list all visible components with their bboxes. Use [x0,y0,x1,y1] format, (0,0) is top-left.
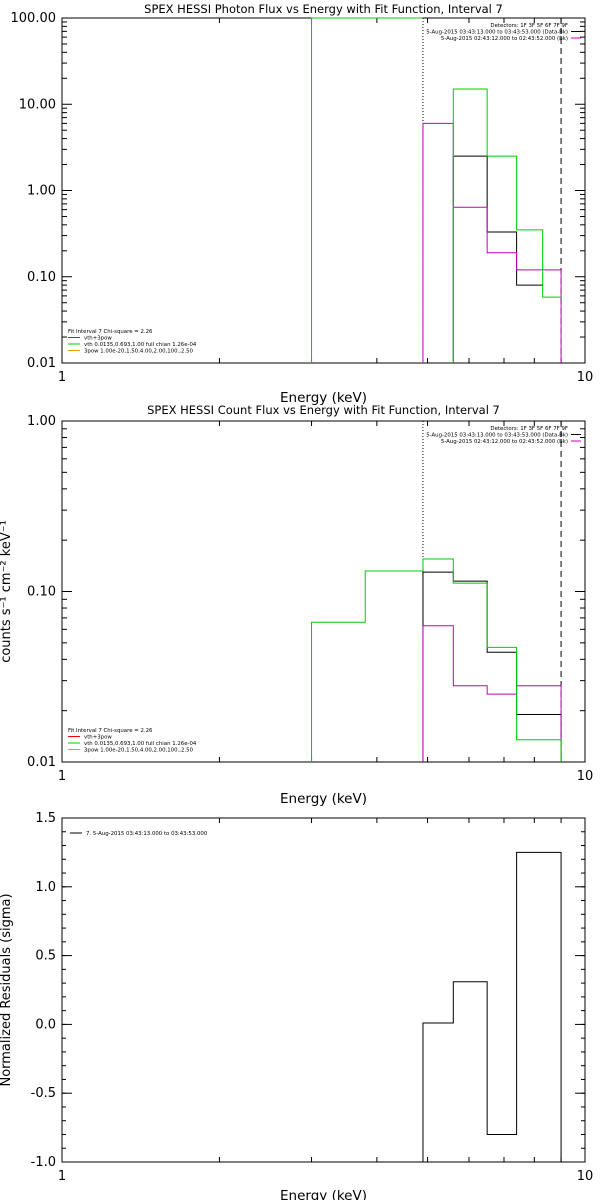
y-tick-label: 1.00 [27,414,56,429]
legend-text: vth+3pow [84,336,112,342]
legend-text: Detectors: 1F 3F 5F 6F 7F 9F [490,23,568,29]
y-axis-label: counts s⁻¹ cm⁻² keV⁻¹ [0,520,14,663]
x-tick-label: 10 [577,1169,594,1184]
chart-panel-1: SPEX HESSI Photon Flux vs Energy with Fi… [11,2,594,406]
legend-text: Fit Interval 7 Chi-square = 2.26 [68,728,153,734]
y-tick-label: 0.0 [35,1017,56,1032]
legend-text: vth 0.0135,0.693,1.00 full chian 1.26e-0… [84,342,197,348]
series-vth [311,558,562,762]
chart-panel-3: 1 10 -1.0 -0.5 0.0 0.5 1.0 1.5 Energy (keV) Norma… [0,811,593,1200]
x-tick-label: 1 [58,769,66,784]
y-tick-label: 1.0 [35,880,56,895]
y-tick-label: -0.5 [31,1086,56,1101]
x-axis-label: Energy (keV) [280,390,367,406]
x-axis-label: Energy (keV) [280,1188,367,1200]
legend-text: Detectors: 1F 3F 5F 6F 7F 9F [490,426,568,432]
x-tick-label: 1 [58,1169,66,1184]
x-tick-label: 1 [58,370,66,385]
plot-frame [61,817,586,1163]
chart-panel-2: SPEX HESSI Count Flux vs Energy with Fit… [0,403,593,807]
x-tick-label: 10 [577,370,594,385]
legend-text: 7. 5-Aug-2015 03:43:13.000 to 03:43:53.0… [86,831,208,837]
series-data-bk [422,571,562,762]
series-bk [422,625,562,762]
plot-frame [61,17,586,364]
chart-title: SPEX HESSI Count Flux vs Energy with Fit… [147,403,500,417]
legend-text: 5-Aug-2015 03:43:13.000 to 03:43:53.000 … [426,433,568,439]
legend-text: vth 0.0135,0.693,1.00 full chian 1.26e-0… [84,741,197,747]
y-tick-label: 0.5 [35,949,56,964]
series-data-bk [452,155,543,363]
legend-text: 5-Aug-2015 03:43:13.000 to 03:43:53.000 … [426,30,568,36]
y-tick-label: 0.10 [27,270,56,285]
y-axis-label: Normalized Residuals (sigma) [0,893,14,1086]
legend-text: 3pow 1.00e-20,1.50,4.00,2.00,100.,2.50 [84,349,194,355]
legend-text: Fit Interval 7 Chi-square = 2.26 [68,329,153,335]
legend-text: 5-Aug-2015 02:43:12.000 to 02:43:52.000 … [441,36,568,42]
y-tick-label: 0.01 [27,755,56,770]
series-bk [422,122,562,363]
plot-frame [61,420,586,763]
y-tick-label: 0.01 [27,356,56,371]
legend-text: 3pow 1.00e-20,1.50,4.00,2.00,100.,2.50 [84,748,194,754]
series-vth [311,17,562,363]
legend-text: 5-Aug-2015 02:43:12.000 to 02:43:52.000 … [441,439,568,445]
chart-title: SPEX HESSI Photon Flux vs Energy with Fi… [144,2,503,16]
legend-text: vth+3pow [84,735,112,741]
y-tick-label: 1.5 [35,811,56,826]
y-tick-label: 10.00 [19,97,56,112]
x-tick-label: 10 [577,769,594,784]
y-tick-label: 1.00 [27,184,56,199]
y-tick-label: 100.00 [11,11,57,26]
series-7-5-aug-2015-03-43-13-000-to-03-43-53-000 [422,851,562,1162]
x-axis-label: Energy (keV) [280,791,367,807]
y-tick-label: -1.0 [31,1155,56,1170]
y-tick-label: 0.10 [27,585,56,600]
